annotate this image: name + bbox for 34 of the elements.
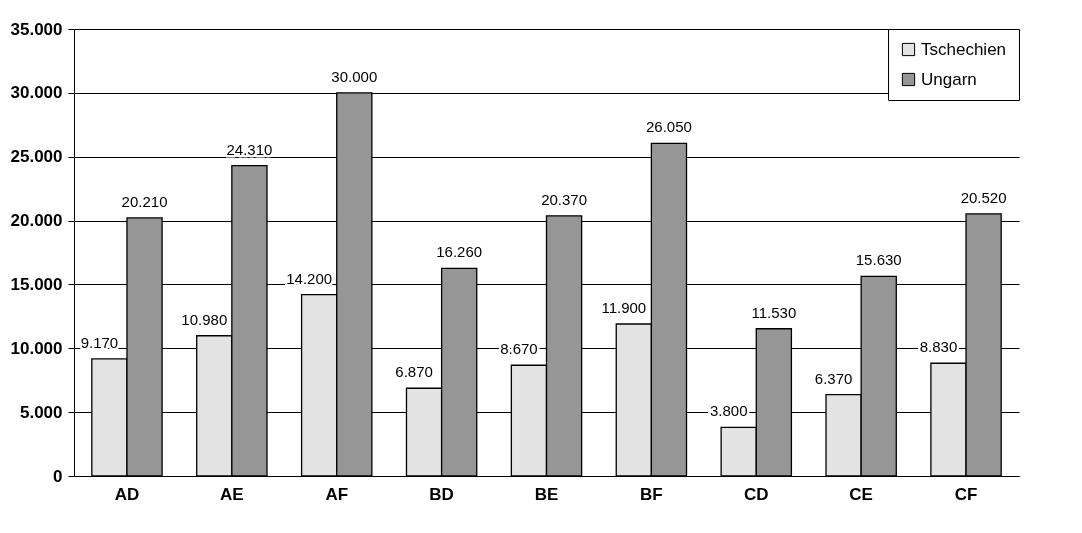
data-label: 26.050 (646, 118, 692, 136)
data-label: 20.210 (121, 192, 168, 210)
x-tick-label: AF (325, 484, 349, 504)
data-label: 24.310 (226, 140, 273, 158)
data-label: 30.000 (331, 67, 378, 85)
data-label: 20.370 (541, 190, 588, 208)
x-tick-label: BF (640, 484, 663, 504)
data-label: 10.980 (181, 310, 228, 328)
data-label: 6.870 (395, 363, 433, 381)
x-tick-label: BE (534, 484, 559, 504)
x-tick-label: AD (114, 484, 140, 504)
y-tick-label: 5.000 (19, 402, 63, 422)
x-tick-label: CD (743, 484, 769, 504)
y-tick-label: 25.000 (10, 147, 63, 167)
data-label: 6.370 (814, 369, 853, 387)
data-label: 20.520 (960, 188, 1007, 206)
y-tick-label: 10.000 (10, 338, 63, 358)
legend-label: Ungarn (921, 69, 977, 89)
legend-label: Tschechien (921, 39, 1007, 59)
x-tick-label: AE (220, 484, 244, 504)
data-label: 16.260 (436, 243, 483, 261)
data-label: 11.900 (601, 299, 647, 317)
data-label: 14.200 (286, 269, 333, 287)
x-tick-label: CE (849, 484, 873, 504)
x-tick-label: CF (954, 484, 978, 504)
data-label: 11.530 (751, 303, 797, 321)
data-label: 15.630 (855, 251, 902, 269)
y-tick-label: 35.000 (10, 19, 63, 39)
y-tick-label: 30.000 (10, 83, 63, 103)
y-tick-label: 20.000 (10, 211, 63, 231)
data-label: 9.170 (80, 333, 119, 351)
x-tick-label: BD (429, 484, 454, 504)
y-tick-label: 15.000 (10, 274, 63, 294)
y-tick-label: 0 (53, 466, 63, 486)
